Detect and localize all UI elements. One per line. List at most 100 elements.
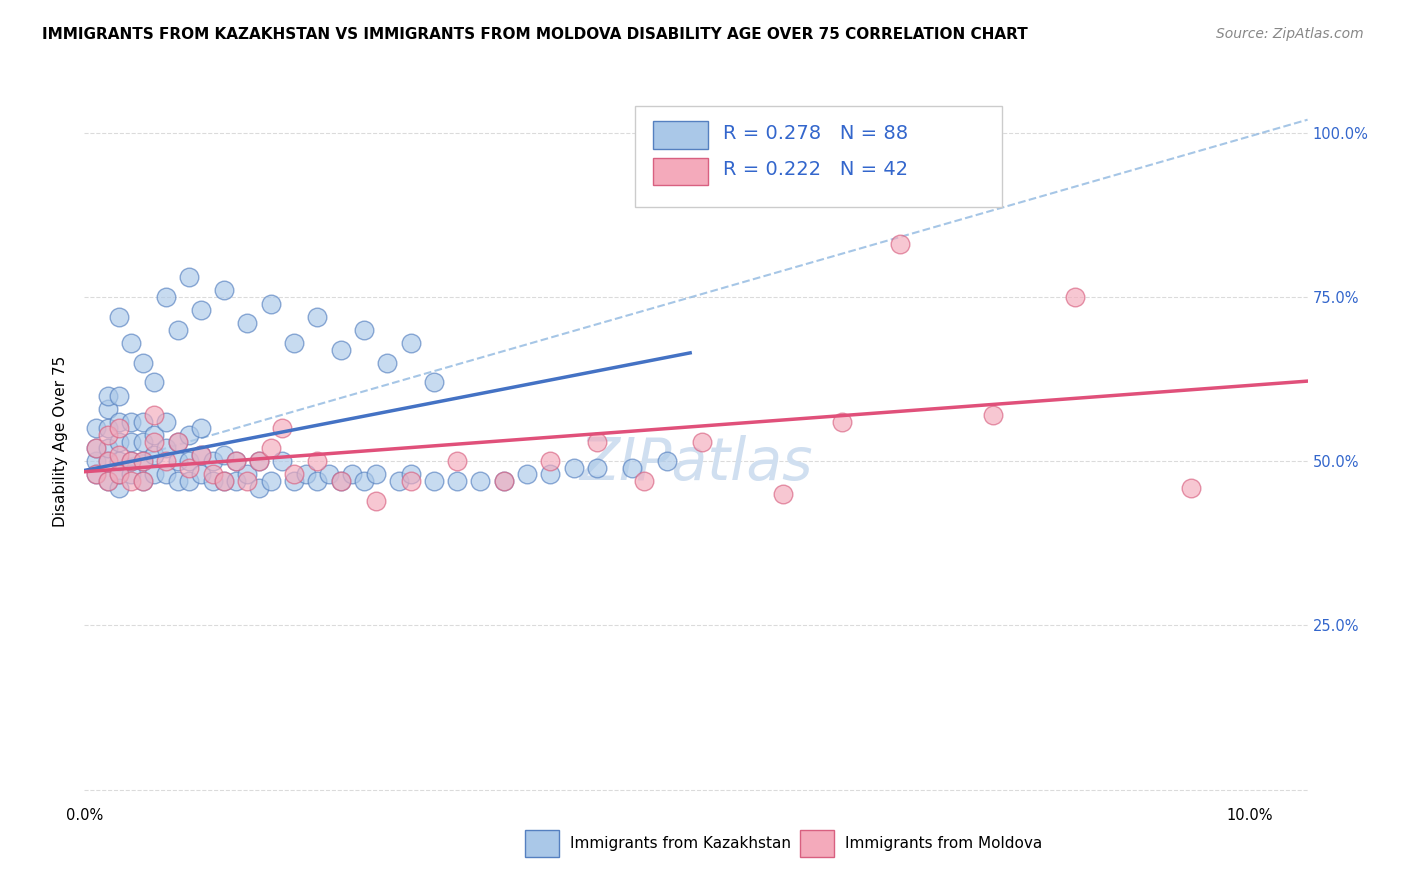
Point bbox=[492, 474, 515, 488]
Point bbox=[212, 474, 235, 488]
Point bbox=[981, 409, 1004, 423]
Point bbox=[155, 467, 177, 482]
Point bbox=[155, 415, 177, 429]
Bar bbox=[800, 830, 834, 857]
Point bbox=[108, 467, 131, 482]
Point bbox=[260, 474, 283, 488]
Point bbox=[446, 474, 468, 488]
FancyBboxPatch shape bbox=[636, 105, 1002, 207]
Point bbox=[201, 467, 224, 482]
Point bbox=[399, 467, 422, 482]
Bar bbox=[654, 121, 709, 149]
Point bbox=[212, 474, 235, 488]
Point bbox=[201, 474, 224, 488]
Point bbox=[108, 310, 131, 324]
Point bbox=[131, 454, 153, 468]
Point bbox=[375, 356, 398, 370]
Point bbox=[260, 441, 283, 455]
Point bbox=[108, 415, 131, 429]
Point bbox=[492, 474, 515, 488]
Point bbox=[772, 487, 794, 501]
Point bbox=[166, 474, 188, 488]
Point bbox=[399, 474, 422, 488]
Point bbox=[131, 356, 153, 370]
Point bbox=[97, 474, 120, 488]
Point bbox=[120, 415, 142, 429]
Point bbox=[586, 434, 609, 449]
Point bbox=[329, 343, 352, 357]
Point bbox=[633, 474, 655, 488]
Point bbox=[655, 454, 678, 468]
Point bbox=[120, 336, 142, 351]
Point bbox=[307, 310, 329, 324]
Point bbox=[97, 388, 120, 402]
Point bbox=[538, 454, 561, 468]
Text: Immigrants from Moldova: Immigrants from Moldova bbox=[845, 836, 1042, 851]
Point bbox=[423, 376, 446, 390]
Point bbox=[283, 467, 305, 482]
Point bbox=[108, 467, 131, 482]
Point bbox=[84, 454, 107, 468]
Text: R = 0.222   N = 42: R = 0.222 N = 42 bbox=[723, 160, 908, 178]
Point bbox=[236, 316, 259, 330]
Point bbox=[271, 421, 294, 435]
Point bbox=[143, 448, 166, 462]
Point bbox=[120, 454, 142, 468]
Point bbox=[108, 434, 131, 449]
Point bbox=[212, 284, 235, 298]
Point bbox=[84, 467, 107, 482]
Point bbox=[143, 434, 166, 449]
Bar bbox=[524, 830, 560, 857]
Point bbox=[131, 474, 153, 488]
Point bbox=[271, 454, 294, 468]
Point bbox=[97, 401, 120, 416]
Point bbox=[470, 474, 492, 488]
Point bbox=[620, 460, 643, 475]
Point bbox=[329, 474, 352, 488]
Point bbox=[84, 421, 107, 435]
Text: R = 0.278   N = 88: R = 0.278 N = 88 bbox=[723, 123, 908, 143]
Text: IMMIGRANTS FROM KAZAKHSTAN VS IMMIGRANTS FROM MOLDOVA DISABILITY AGE OVER 75 COR: IMMIGRANTS FROM KAZAKHSTAN VS IMMIGRANTS… bbox=[42, 27, 1028, 42]
Point bbox=[131, 474, 153, 488]
Point bbox=[516, 467, 538, 482]
Point bbox=[889, 237, 911, 252]
Point bbox=[329, 474, 352, 488]
Point bbox=[399, 336, 422, 351]
Point bbox=[307, 454, 329, 468]
Point bbox=[108, 388, 131, 402]
Point bbox=[131, 415, 153, 429]
Point bbox=[247, 481, 270, 495]
Point bbox=[353, 323, 375, 337]
Point bbox=[190, 448, 212, 462]
Point bbox=[97, 454, 120, 468]
Point bbox=[364, 493, 387, 508]
Point bbox=[166, 323, 188, 337]
Bar bbox=[654, 158, 709, 185]
Point bbox=[538, 467, 561, 482]
Point bbox=[562, 460, 585, 475]
Point bbox=[131, 434, 153, 449]
Point bbox=[108, 481, 131, 495]
Point bbox=[166, 434, 188, 449]
Text: Source: ZipAtlas.com: Source: ZipAtlas.com bbox=[1216, 27, 1364, 41]
Point bbox=[283, 336, 305, 351]
Point bbox=[84, 441, 107, 455]
Point bbox=[236, 467, 259, 482]
Point bbox=[190, 421, 212, 435]
Point bbox=[166, 454, 188, 468]
Point bbox=[155, 441, 177, 455]
Point bbox=[120, 467, 142, 482]
Point bbox=[143, 428, 166, 442]
Point bbox=[388, 474, 411, 488]
Point bbox=[586, 460, 609, 475]
Point bbox=[120, 434, 142, 449]
Point bbox=[212, 448, 235, 462]
Point bbox=[247, 454, 270, 468]
Point bbox=[108, 421, 131, 435]
Point bbox=[97, 421, 120, 435]
Point bbox=[179, 460, 201, 475]
Point bbox=[342, 467, 364, 482]
Point bbox=[108, 454, 131, 468]
Point bbox=[179, 428, 201, 442]
Point bbox=[190, 303, 212, 318]
